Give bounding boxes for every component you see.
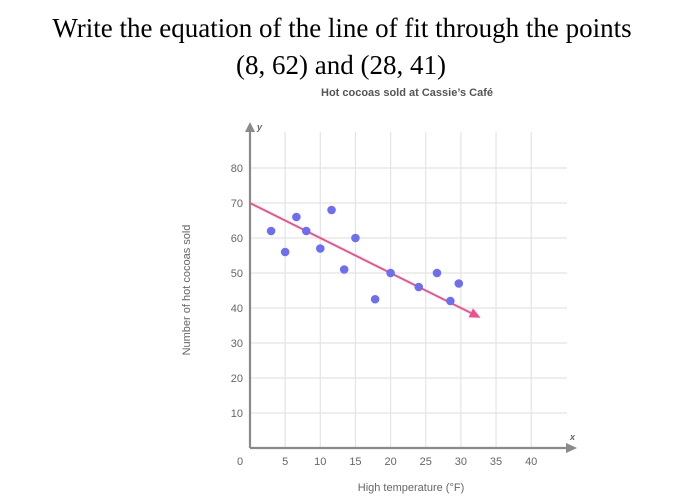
data-point: [280, 247, 290, 257]
x-tick-label: 40: [525, 456, 537, 468]
y-tick-label: 10: [231, 408, 243, 420]
data-point: [446, 296, 455, 306]
y-axis-label: Number of hot cocoas sold: [181, 225, 193, 356]
y-tick-label: 80: [231, 163, 243, 175]
data-point: [386, 268, 395, 278]
data-point: [414, 282, 424, 292]
data-point: [316, 244, 325, 253]
question-line-1: Write the equation of the line of fit th…: [52, 13, 632, 43]
y-axis-arrow-icon: [245, 122, 255, 132]
x-tick-label: 30: [455, 456, 467, 468]
y-tick-label: 70: [231, 198, 243, 210]
grid: [250, 132, 567, 448]
x-tick-label: 20: [384, 456, 396, 468]
fit-line-arrow-icon: [468, 308, 481, 318]
y-tick-label: 40: [231, 303, 243, 315]
x-axis-label: High temperature (°F): [358, 482, 465, 494]
origin-label: 0: [237, 456, 243, 468]
x-tick-label: 5: [282, 456, 288, 468]
y-variable-label: y: [256, 122, 263, 132]
data-point: [292, 212, 301, 222]
x-tick-label: 25: [420, 456, 432, 468]
y-tick-label: 60: [231, 233, 243, 245]
fit-line: [249, 202, 472, 314]
data-point: [327, 205, 336, 215]
fit-line-group: [249, 202, 481, 318]
data-point: [266, 226, 276, 236]
data-point: [339, 265, 349, 274]
x-variable-label: x: [569, 432, 576, 442]
x-tick-label: 15: [349, 456, 361, 468]
x-axis-arrow-icon: [566, 443, 577, 453]
y-tick-label: 50: [231, 268, 243, 280]
x-tick-label: 10: [314, 456, 326, 468]
y-tick-label: 20: [231, 373, 243, 385]
chart-title: Hot cocoas sold at Cassie’s Café: [321, 87, 493, 99]
question-line-2: (8, 62) and (28, 41): [236, 50, 446, 80]
data-point: [351, 233, 360, 243]
data-point: [432, 268, 442, 278]
data-points: [266, 205, 464, 306]
axes: [245, 122, 577, 453]
x-tick-label: 35: [490, 456, 502, 468]
tick-labels: 5 10 15 20 25 30 35 40 10 20 30 40 50 60 70 80: [231, 163, 538, 468]
y-tick-label: 30: [231, 338, 243, 350]
data-point: [454, 279, 464, 288]
data-point: [370, 294, 380, 304]
data-point: [301, 226, 311, 236]
